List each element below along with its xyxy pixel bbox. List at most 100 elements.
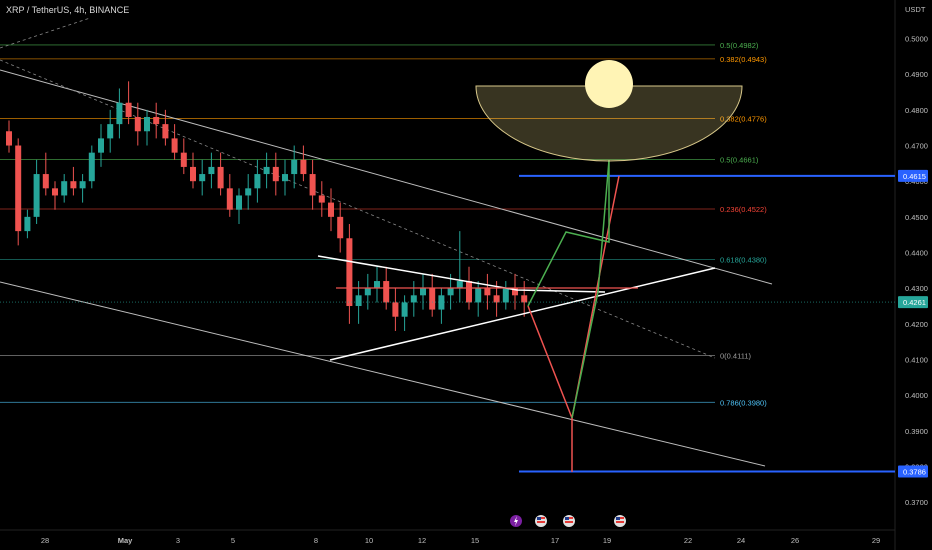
candle[interactable] [79, 174, 86, 203]
projection-red-path[interactable] [527, 175, 620, 421]
us-flag-icon[interactable] [563, 515, 575, 527]
fib-level-label: 0.382(0.4776) [720, 114, 767, 123]
time-tick: 24 [737, 536, 745, 545]
candle[interactable] [144, 109, 150, 146]
candle[interactable] [153, 102, 160, 139]
candle[interactable] [52, 181, 58, 210]
price-tick: 0.4100 [905, 356, 928, 365]
candle[interactable] [346, 223, 353, 324]
candle[interactable] [420, 273, 426, 310]
time-tick: May [118, 536, 133, 545]
price-tick: 0.4900 [905, 70, 928, 79]
candle[interactable] [134, 102, 141, 146]
candle[interactable] [70, 166, 77, 196]
price-tick: 0.4500 [905, 213, 928, 222]
time-tick: 5 [231, 536, 235, 545]
candle[interactable] [33, 159, 40, 224]
candle[interactable] [88, 145, 95, 189]
candle[interactable] [272, 152, 279, 196]
symbol-header: XRP / TetherUS, 4h, BINANCE [6, 5, 130, 15]
price-unit-label: USDT [905, 5, 926, 14]
time-tick: 28 [41, 536, 49, 545]
candle[interactable] [61, 174, 68, 203]
candle[interactable] [24, 209, 31, 239]
candle[interactable] [199, 159, 206, 196]
triangle-upper-line[interactable] [317, 255, 606, 293]
candle[interactable] [456, 231, 463, 303]
time-tick: 12 [418, 536, 426, 545]
price-tick: 0.4000 [905, 391, 928, 400]
candle[interactable] [190, 152, 196, 189]
time-tick: 29 [872, 536, 880, 545]
candle[interactable] [401, 295, 408, 331]
candle[interactable] [162, 109, 169, 146]
candle[interactable] [364, 273, 371, 310]
candle[interactable] [107, 109, 114, 153]
candle[interactable] [447, 273, 454, 310]
price-tick: 0.3700 [905, 498, 928, 507]
candle[interactable] [521, 281, 528, 317]
projection-green-path[interactable] [527, 160, 610, 307]
candle[interactable] [429, 273, 436, 317]
fib-level-label: 0.5(0.4982) [720, 41, 759, 50]
fib-level-label: 0.786(0.3980) [720, 398, 767, 407]
moon-circle[interactable] [585, 60, 633, 108]
fib-level-label: 0.618(0.4380) [720, 256, 767, 265]
time-tick: 26 [791, 536, 799, 545]
candle[interactable] [226, 174, 233, 217]
candle[interactable] [217, 152, 224, 196]
trend-dashed-line[interactable] [0, 17, 91, 49]
fib-level-label: 0.382(0.4943) [720, 55, 767, 64]
candle[interactable] [512, 273, 518, 310]
candle[interactable] [98, 124, 104, 167]
candle[interactable] [263, 152, 270, 189]
current-price-badge [898, 296, 928, 309]
bolt-icon[interactable] [510, 515, 522, 527]
candle[interactable] [318, 181, 325, 217]
candle[interactable] [374, 266, 380, 303]
candle[interactable] [410, 281, 417, 317]
price-tick: 0.4300 [905, 284, 928, 293]
candle[interactable] [475, 281, 482, 317]
candle[interactable] [245, 174, 252, 210]
candle[interactable] [392, 288, 399, 331]
time-tick: 17 [551, 536, 559, 545]
candle[interactable] [309, 159, 316, 210]
candle[interactable] [15, 138, 22, 246]
candle[interactable] [484, 273, 491, 310]
candle[interactable] [300, 145, 307, 182]
cup-shape[interactable] [475, 85, 743, 162]
candle[interactable] [328, 188, 334, 232]
price-tick: 0.3900 [905, 427, 928, 436]
channel-lower-line[interactable] [0, 281, 766, 467]
projection-green-path[interactable] [571, 159, 610, 419]
candle[interactable] [291, 145, 298, 189]
time-tick: 19 [603, 536, 611, 545]
candle[interactable] [502, 281, 509, 310]
candle[interactable] [208, 152, 215, 189]
candle[interactable] [282, 159, 288, 196]
candle[interactable] [337, 202, 344, 253]
price-badge-label: 0.3786 [903, 467, 926, 476]
candle[interactable] [438, 288, 445, 324]
candle[interactable] [236, 188, 242, 224]
fib-level-label: 0.236(0.4522) [720, 205, 767, 214]
candle[interactable] [254, 159, 261, 203]
price-tick: 0.4800 [905, 106, 928, 115]
candle[interactable] [42, 152, 49, 196]
current-price-label: 0.4261 [903, 298, 926, 307]
price-tick: 0.4700 [905, 142, 928, 151]
candle[interactable] [125, 81, 132, 125]
fib-level-label: 0.5(0.4661) [720, 155, 759, 164]
price-badge [898, 465, 928, 478]
triangle-lower-line[interactable] [329, 267, 716, 361]
us-flag-icon[interactable] [535, 515, 547, 527]
time-tick: 3 [176, 536, 180, 545]
candle[interactable] [116, 88, 123, 139]
us-flag-icon[interactable] [614, 515, 626, 527]
candle[interactable] [180, 138, 187, 175]
candle[interactable] [6, 120, 12, 153]
price-badge [898, 169, 928, 182]
candle[interactable] [171, 124, 178, 160]
